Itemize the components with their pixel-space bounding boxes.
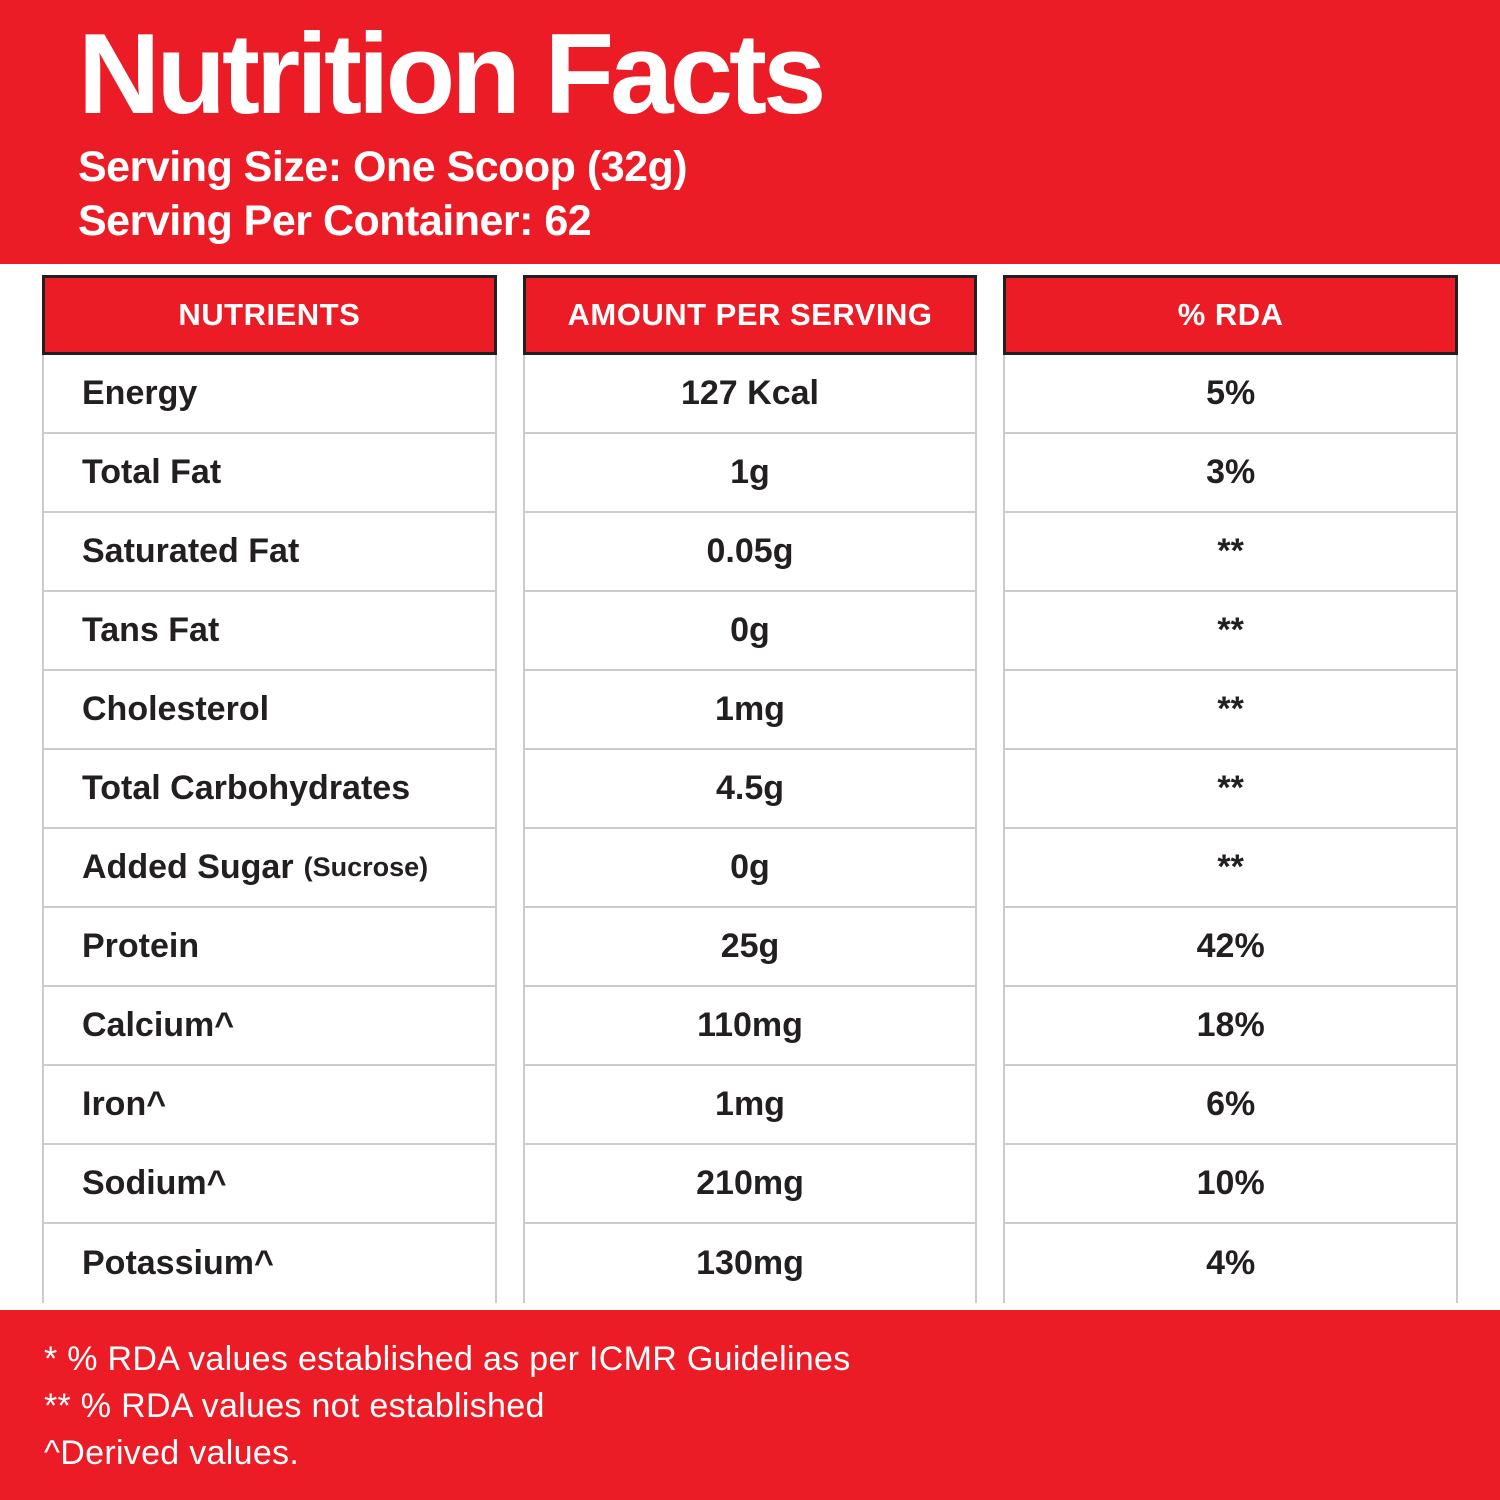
column-body-amount: 127 Kcal 1g 0.05g 0g 1mg 4.5g 0g 25g 110mg 1mg 210… — [522, 355, 978, 1303]
rda-cell: 5% — [1005, 355, 1456, 434]
label-footnotes: * % RDA values established as per ICMR G… — [0, 1310, 1500, 1500]
rda-cell: 10% — [1005, 1145, 1456, 1224]
amount-cell: 0.05g — [524, 513, 976, 592]
amount-cell: 127 Kcal — [524, 355, 976, 434]
label-header: Nutrition Facts Serving Size: One Scoop … — [0, 0, 1500, 264]
rda-cell: ** — [1005, 829, 1456, 908]
amount-cell: 0g — [524, 592, 976, 671]
rda-cell: 18% — [1005, 987, 1456, 1066]
rda-cell: ** — [1005, 513, 1456, 592]
rda-cell: ** — [1005, 671, 1456, 750]
nutrient-name-cell: Iron^ — [44, 1066, 495, 1145]
nutrient-name-cell: Added Sugar (Sucrose) — [44, 829, 495, 908]
nutrient-name-cell: Total Fat — [44, 434, 495, 513]
nutrient-name: Protein — [82, 927, 200, 965]
nutrient-name: Energy — [82, 374, 198, 412]
amount-cell: 1mg — [524, 1066, 976, 1145]
footnote-derived-values: ^Derived values. — [44, 1434, 300, 1472]
column-body-rda: 5% 3% ** ** ** ** ** 42% 18% 6% 10% 4% — [1003, 355, 1458, 1303]
nutrient-name-cell: Potassium^ — [44, 1224, 495, 1303]
rda-cell: ** — [1005, 750, 1456, 829]
serving-size-text: Serving Size: One Scoop (32g) — [78, 143, 688, 191]
rda-cell: 4% — [1206, 1244, 1256, 1282]
nutrient-name-cell: Energy — [44, 355, 495, 434]
nutrient-name-cell: Protein — [44, 908, 495, 987]
nutrient-name: Tans Fat — [82, 611, 220, 649]
column-header-rda: % RDA — [1003, 275, 1458, 355]
amount-cell: 210mg — [524, 1145, 976, 1224]
nutrient-name: Iron^ — [82, 1085, 167, 1123]
column-body-nutrients: Energy Total Fat Saturated Fat Tans Fat Chol… — [42, 355, 497, 1303]
rda-cell: 42% — [1005, 908, 1456, 987]
amount-cell: 0g — [524, 829, 976, 908]
amount-cell: 4.5g — [524, 750, 976, 829]
nutrient-name: Saturated Fat — [82, 532, 300, 570]
nutrient-name-cell: Cholesterol — [44, 671, 495, 750]
nutrient-name: Calcium^ — [82, 1006, 235, 1044]
amount-cell: 130mg — [696, 1244, 804, 1282]
nutrient-name-cell: Sodium^ — [44, 1145, 495, 1224]
column-header-amount-per-serving: AMOUNT PER SERVING — [522, 275, 978, 355]
column-nutrients: NUTRIENTS Energy Total Fat Saturated Fat Ta… — [42, 275, 497, 1303]
nutrient-name-cell: Calcium^ — [44, 987, 495, 1066]
amount-cell: 25g — [524, 908, 976, 987]
amount-cell: 1g — [524, 434, 976, 513]
nutrition-table: NUTRIENTS Energy Total Fat Saturated Fat Ta… — [42, 275, 1458, 1303]
rda-cell: ** — [1005, 592, 1456, 671]
column-header-nutrients: NUTRIENTS — [42, 275, 497, 355]
amount-cell: 1mg — [524, 671, 976, 750]
nutrient-name-cell: Tans Fat — [44, 592, 495, 671]
rda-cell: 3% — [1005, 434, 1456, 513]
column-rda: % RDA 5% 3% ** ** ** ** ** 42% 18% 6% 10% 4% — [1003, 275, 1458, 1303]
page-title: Nutrition Facts — [78, 11, 826, 138]
nutrient-name: Cholesterol — [82, 690, 270, 728]
footnote-rda-not-established: ** % RDA values not established — [44, 1387, 545, 1425]
amount-cell: 110mg — [524, 987, 976, 1066]
column-amount-per-serving: AMOUNT PER SERVING 127 Kcal 1g 0.05g 0g 1mg 4… — [522, 275, 978, 1303]
nutrient-name: Sodium^ — [82, 1164, 227, 1202]
nutrient-name-cell: Saturated Fat — [44, 513, 495, 592]
nutrient-name: Total Carbohydrates — [82, 769, 411, 807]
nutrient-name: Added Sugar — [82, 848, 294, 886]
nutrient-name: Potassium^ — [82, 1244, 274, 1282]
nutrient-name-note: (Sucrose) — [303, 852, 429, 882]
footnote-rda-established: * % RDA values established as per ICMR G… — [44, 1340, 851, 1378]
serving-per-container-text: Serving Per Container: 62 — [78, 197, 592, 245]
nutrient-name: Total Fat — [82, 453, 222, 491]
rda-cell: 6% — [1005, 1066, 1456, 1145]
nutrient-name-cell: Total Carbohydrates — [44, 750, 495, 829]
